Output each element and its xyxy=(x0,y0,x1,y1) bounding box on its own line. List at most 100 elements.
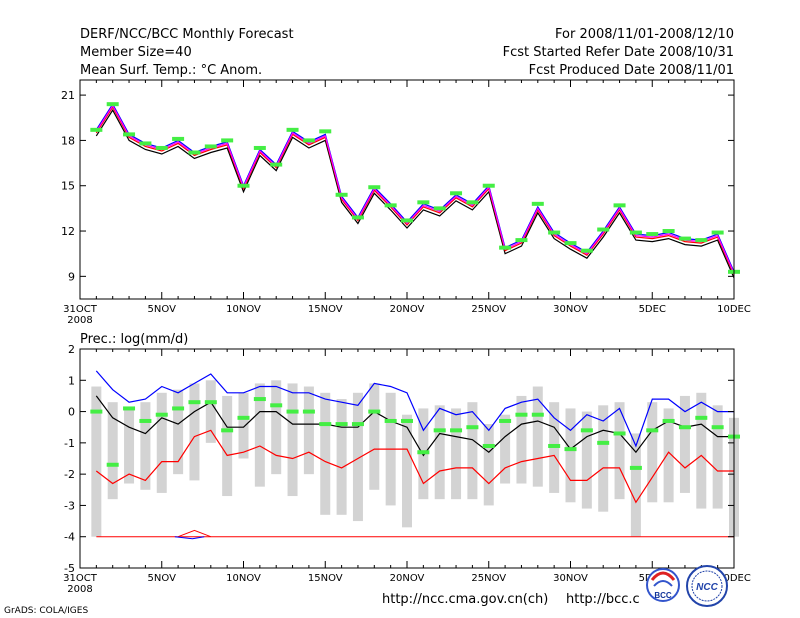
x-tick-label: 15NOV xyxy=(308,573,343,584)
observed-marker xyxy=(482,443,495,448)
y-tick-label: -1 xyxy=(64,437,75,450)
observed-marker xyxy=(335,192,348,197)
baseline-spike-blue xyxy=(174,536,205,540)
observed-marker xyxy=(678,425,691,430)
range-bar xyxy=(222,395,233,497)
series-line-ensemble-min xyxy=(95,429,734,504)
ncc-logo-text: NCC xyxy=(696,582,718,593)
observed-marker xyxy=(515,238,528,243)
ncc-url[interactable]: http://ncc.cma.gov.cn(ch) xyxy=(382,592,548,607)
range-bar xyxy=(581,411,592,509)
observed-marker xyxy=(188,150,201,155)
range-bar xyxy=(107,402,118,500)
x-tick-label: 31OCT xyxy=(63,573,98,584)
observed-marker xyxy=(499,418,512,423)
range-bar xyxy=(598,405,609,512)
range-bar xyxy=(467,402,478,500)
observed-marker xyxy=(695,415,708,420)
observed-marker xyxy=(155,145,168,150)
baseline-spike-red xyxy=(177,529,211,538)
observed-marker xyxy=(221,428,234,433)
y-tick-label: 21 xyxy=(61,89,75,102)
observed-marker xyxy=(319,129,332,134)
range-bar xyxy=(516,395,527,484)
observed-marker xyxy=(237,415,250,420)
observed-marker xyxy=(548,443,561,448)
x-tick-label: 30NOV xyxy=(553,304,588,315)
range-bar xyxy=(663,408,674,503)
observed-marker xyxy=(384,203,397,208)
x-tick-label: 15NOV xyxy=(308,304,343,315)
observed-marker xyxy=(548,230,561,235)
range-bar xyxy=(320,392,331,515)
range-bar xyxy=(614,402,625,500)
y-tick-label: -2 xyxy=(64,468,75,481)
observed-marker xyxy=(351,422,364,427)
observed-marker xyxy=(368,409,381,414)
bcc-url[interactable]: http://bcc.c xyxy=(566,592,640,607)
series-line-ensemble-mean xyxy=(95,395,734,457)
x-tick-label: 5NOV xyxy=(148,304,177,315)
observed-marker xyxy=(450,428,463,433)
observed-marker xyxy=(401,418,413,423)
range-bar xyxy=(287,383,298,497)
observed-marker xyxy=(351,215,364,220)
observed-marker xyxy=(515,412,528,417)
range-bar xyxy=(91,386,102,537)
observed-marker xyxy=(580,428,593,433)
bcc-logo: BCC xyxy=(646,568,680,602)
observed-marker xyxy=(90,127,103,132)
observed-marker xyxy=(711,425,724,430)
observed-marker xyxy=(302,138,315,143)
series-line-ensemble-max xyxy=(95,370,734,448)
observed-marker xyxy=(204,400,217,405)
temperature-panel: 9 12 15 18 21 31OCT 5NOV 10NOV 15NOV 20NOV 25NOV 30… xyxy=(61,79,751,326)
observed-marker xyxy=(433,428,446,433)
range-bar xyxy=(352,392,363,522)
observed-marker xyxy=(531,412,544,417)
observed-marker xyxy=(678,236,691,241)
x-tick-label: 20NOV xyxy=(390,573,425,584)
observed-marker xyxy=(417,450,430,455)
observed-marker xyxy=(335,422,348,427)
range-bar xyxy=(254,383,265,487)
range-bar xyxy=(205,380,216,443)
range-bar xyxy=(189,383,200,481)
observed-marker xyxy=(302,409,315,414)
grads-credit: GrADS: COLA/IGES xyxy=(4,606,88,616)
observed-marker xyxy=(319,422,332,427)
range-bar xyxy=(140,402,151,490)
x-tick-label: 5NOV xyxy=(148,573,177,584)
observed-marker xyxy=(123,132,136,137)
observed-marker xyxy=(597,227,610,232)
range-bar xyxy=(402,414,412,528)
range-bar xyxy=(451,408,462,500)
observed-marker xyxy=(253,397,266,402)
range-bar xyxy=(369,383,380,490)
y-tick-label: 1 xyxy=(68,374,75,387)
observed-marker xyxy=(629,230,642,235)
x-tick-label: 10DEC xyxy=(717,573,751,584)
observed-marker xyxy=(139,418,152,423)
observed-marker xyxy=(155,412,168,417)
observed-marker xyxy=(499,245,512,250)
observed-marker xyxy=(613,203,626,208)
observed-marker xyxy=(253,145,266,150)
observed-marker xyxy=(123,406,136,411)
range-bar xyxy=(696,392,707,509)
x-tick-label: 10NOV xyxy=(226,573,261,584)
range-bar xyxy=(303,386,314,475)
observed-marker xyxy=(90,409,103,414)
observed-marker xyxy=(662,229,675,234)
member-size: Member Size=40 xyxy=(80,45,192,60)
observed-marker xyxy=(270,403,283,408)
series-line-blue xyxy=(95,103,735,273)
observed-marker xyxy=(646,232,659,237)
observed-marker xyxy=(286,127,299,132)
figure-title: DERF/NCC/BCC Monthly Forecast xyxy=(80,27,294,42)
range-bar xyxy=(630,433,641,537)
bcc-logo-text: BCC xyxy=(654,591,672,600)
range-bar xyxy=(712,405,723,509)
y-tick-label: 0 xyxy=(68,406,75,419)
